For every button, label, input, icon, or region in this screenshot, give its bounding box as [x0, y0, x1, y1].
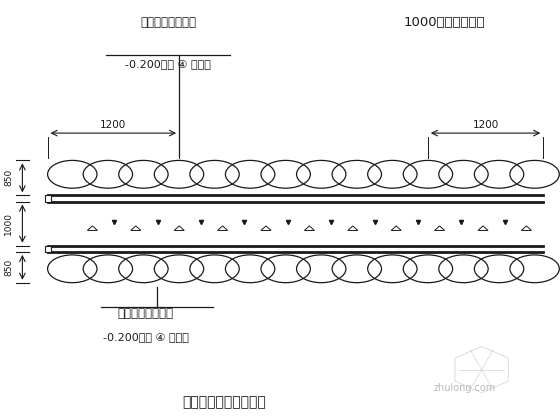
Text: 1000: 1000 — [4, 212, 13, 235]
Text: 1200: 1200 — [473, 120, 499, 130]
Text: 1000厚地下连续墙: 1000厚地下连续墙 — [403, 16, 485, 29]
Text: -0.200～第 ④ 层底部: -0.200～第 ④ 层底部 — [125, 59, 211, 69]
Text: 850: 850 — [4, 259, 13, 276]
Text: 三轴水泥土搅拌桩: 三轴水泥土搅拌桩 — [140, 16, 196, 29]
Text: 1200: 1200 — [100, 120, 127, 130]
Text: 三轴搅拌桩平面示意图: 三轴搅拌桩平面示意图 — [182, 396, 266, 410]
Text: -0.200～第 ④ 层底部: -0.200～第 ④ 层底部 — [102, 332, 189, 342]
Text: zhulong.com: zhulong.com — [433, 383, 496, 393]
Bar — [45, 246, 50, 252]
Text: 850: 850 — [4, 169, 13, 186]
Bar — [45, 195, 50, 202]
Text: 三轴水泥土搅拌桩: 三轴水泥土搅拌桩 — [118, 307, 174, 320]
